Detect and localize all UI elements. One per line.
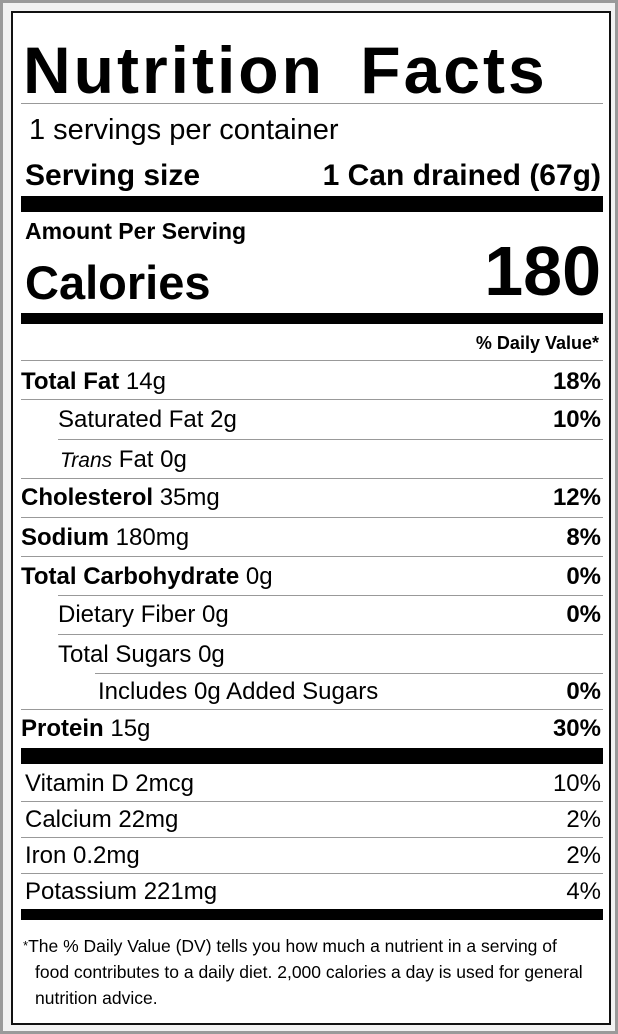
nutrient-amount: 180mg [115, 524, 190, 551]
vitamin-text: Vitamin D 2mcg [25, 770, 194, 797]
thick-divider [21, 748, 603, 764]
nutrient-name: Includes 0g Added Sugars [98, 678, 379, 705]
daily-value-header: % Daily Value* [475, 333, 599, 353]
footnote-asterisk: * [23, 938, 29, 953]
divider [58, 439, 603, 440]
nutrient-dv: 30% [552, 715, 601, 742]
nutrient-name: Fat [118, 446, 154, 473]
vitamin-dv: 2% [566, 806, 601, 833]
nutrient-row-sodium: Sodium 180mg 8% [21, 523, 601, 553]
nutrient-name: Total Fat [21, 368, 120, 395]
amount-per-serving: Amount Per Serving [25, 218, 247, 244]
nutrient-name: Total Carbohydrate [21, 563, 240, 590]
divider [21, 837, 603, 838]
nutrient-dv: 18% [552, 368, 601, 395]
nutrient-row-saturated-fat: Saturated Fat 2g 10% [58, 405, 601, 435]
nutrient-name: Sodium [21, 524, 109, 551]
nutrient-dv: 0% [566, 601, 601, 628]
nutrient-amount: 14g [125, 368, 166, 395]
nutrition-facts-label: Nutrition Facts 1 servings per container… [11, 11, 611, 1025]
nutrient-name: Total Sugars [58, 641, 192, 668]
calories-value: 180 [484, 232, 601, 310]
nutrient-dv: 0% [566, 563, 601, 590]
vitamin-text: Iron 0.2mg [25, 842, 140, 869]
nutrient-name: Cholesterol [21, 484, 154, 511]
nutrient-name: Saturated Fat [58, 406, 204, 433]
nutrient-row-added-sugars: Includes 0g Added Sugars 0% [98, 677, 601, 707]
nutrient-row-cholesterol: Cholesterol 35mg 12% [21, 483, 601, 513]
footnote-text: The % Daily Value (DV) tells you how muc… [28, 936, 583, 1008]
serving-size: Serving size 1 Can drained (67g) [25, 158, 601, 194]
divider [95, 673, 603, 674]
vitamin-text: Calcium 22mg [25, 806, 179, 833]
divider [58, 634, 603, 635]
thick-divider [21, 313, 603, 324]
thick-divider [21, 909, 603, 920]
nutrient-row-dietary-fiber: Dietary Fiber 0g 0% [58, 600, 601, 630]
footnote: *The % Daily Value (DV) tells you how mu… [21, 933, 589, 1011]
nutrient-name: Dietary Fiber [58, 601, 196, 628]
nutrient-dv: 12% [552, 484, 601, 511]
nutrient-row-total-carbohydrate: Total Carbohydrate 0g 0% [21, 562, 601, 592]
divider [21, 103, 603, 104]
nutrient-row-total-sugars: Total Sugars 0g [58, 640, 601, 670]
vitamin-row-potassium: Potassium 221mg 4% [25, 877, 601, 907]
nutrient-dv: 10% [552, 406, 601, 433]
nutrient-amount: 0g [202, 601, 229, 628]
divider [21, 517, 603, 518]
nutrient-name: Protein [21, 715, 104, 742]
serving-size-label: Serving size [25, 159, 201, 192]
serving-size-value: 1 Can drained (67g) [322, 159, 601, 192]
nutrient-amount: 0g [245, 563, 273, 590]
nutrient-amount: 0g [160, 446, 187, 473]
nutrient-amount: 2g [210, 406, 237, 433]
label-title: Nutrition Facts [23, 33, 548, 107]
nutrient-amount: 0g [198, 641, 225, 668]
nutrient-row-total-fat: Total Fat 14g 18% [21, 367, 601, 397]
nutrient-name-italic: Trans [60, 449, 113, 472]
divider [21, 399, 603, 400]
nutrient-row-trans-fat: Trans Fat 0g [60, 445, 601, 476]
vitamin-text: Potassium 221mg [25, 878, 218, 905]
vitamin-row-iron: Iron 0.2mg 2% [25, 841, 601, 871]
calories-label: Calories [25, 256, 211, 309]
divider [58, 595, 603, 596]
vitamin-row-vitamin-d: Vitamin D 2mcg 10% [25, 769, 601, 799]
divider [21, 478, 603, 479]
vitamin-dv: 10% [552, 770, 601, 797]
divider [21, 873, 603, 874]
divider [21, 801, 603, 802]
nutrient-row-protein: Protein 15g 30% [21, 714, 601, 744]
nutrient-amount: 35mg [159, 484, 220, 511]
divider [21, 556, 603, 557]
vitamin-dv: 2% [566, 842, 601, 869]
divider [21, 360, 603, 361]
nutrient-amount: 15g [110, 715, 151, 742]
thick-divider [21, 196, 603, 212]
servings-per-container: 1 servings per container [29, 114, 339, 146]
nutrient-dv: 0% [566, 678, 601, 705]
vitamin-dv: 4% [566, 878, 601, 905]
page-background: Nutrition Facts 1 servings per container… [3, 3, 615, 1031]
vitamin-row-calcium: Calcium 22mg 2% [25, 805, 601, 835]
nutrient-dv: 8% [566, 524, 601, 551]
divider [21, 709, 603, 710]
